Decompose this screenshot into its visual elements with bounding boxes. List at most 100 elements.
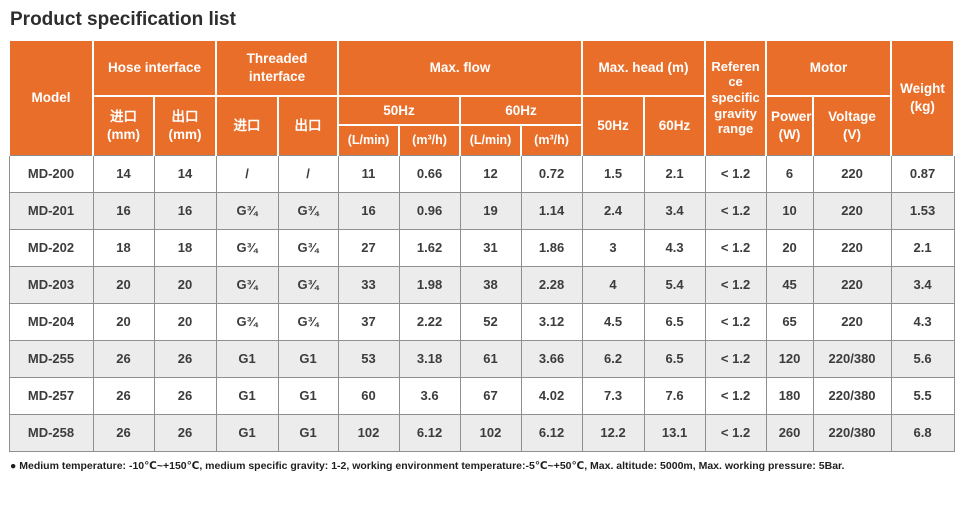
cell-thread-in: G¾ — [215, 265, 279, 304]
cell-hose-out: 26 — [153, 413, 217, 452]
cell-weight: 1.53 — [890, 191, 955, 230]
footnote: ● Medium temperature: -10℃~+150℃, medium… — [10, 459, 845, 472]
cell-hose-in: 26 — [92, 376, 155, 415]
cell-weight: 2.1 — [890, 228, 955, 267]
cell-gravity: < 1.2 — [704, 265, 767, 304]
cell-flow50-lmin: 16 — [337, 191, 400, 230]
cell-flow50-m3h: 2.22 — [398, 302, 461, 341]
cell-voltage: 220 — [812, 228, 892, 267]
cell-thread-out: G1 — [277, 376, 339, 415]
cell-model: MD-202 — [8, 228, 94, 267]
col-flow60-m3h: (m³/h) — [520, 124, 584, 156]
cell-gravity: < 1.2 — [704, 339, 767, 378]
cell-hose-out: 20 — [153, 302, 217, 341]
col-motor: Motor — [765, 39, 893, 97]
cell-flow60-lmin: 19 — [459, 191, 522, 230]
cell-thread-in: G¾ — [215, 228, 279, 267]
cell-hose-in: 20 — [92, 265, 155, 304]
col-head-60hz: 60Hz — [643, 95, 707, 156]
cell-gravity: < 1.2 — [704, 228, 767, 267]
cell-hose-in: 16 — [92, 191, 155, 230]
table-row: MD-204 20 20 G¾ G¾ 37 2.22 52 3.12 4.5 6… — [8, 302, 955, 341]
cell-voltage: 220 — [812, 265, 892, 304]
cell-weight: 4.3 — [890, 302, 955, 341]
col-weight: Weight (kg) — [890, 39, 956, 156]
cell-head60: 5.4 — [643, 265, 706, 304]
cell-hose-out: 26 — [153, 376, 217, 415]
page-title: Product specification list — [10, 9, 236, 30]
cell-flow60-m3h: 4.02 — [520, 376, 583, 415]
cell-model: MD-255 — [8, 339, 94, 378]
cell-head50: 1.5 — [581, 154, 645, 193]
cell-power: 20 — [765, 228, 814, 267]
cell-head60: 2.1 — [643, 154, 706, 193]
cell-gravity: < 1.2 — [704, 191, 767, 230]
cell-hose-in: 14 — [92, 154, 155, 193]
cell-weight: 5.5 — [890, 376, 955, 415]
col-ref-gravity: Reference specific gravity range — [704, 39, 768, 156]
cell-flow60-lmin: 12 — [459, 154, 522, 193]
cell-weight: 0.87 — [890, 154, 955, 193]
table-row: MD-200 14 14 / / 11 0.66 12 0.72 1.5 2.1… — [8, 154, 955, 193]
col-flow60-lmin: (L/min) — [459, 124, 523, 156]
cell-thread-in: G¾ — [215, 191, 279, 230]
cell-weight: 5.6 — [890, 339, 955, 378]
cell-voltage: 220 — [812, 302, 892, 341]
cell-head60: 6.5 — [643, 302, 706, 341]
cell-flow50-m3h: 6.12 — [398, 413, 461, 452]
col-flow50-m3h: (m³/h) — [398, 124, 462, 156]
cell-hose-in: 26 — [92, 339, 155, 378]
cell-flow60-m3h: 3.66 — [520, 339, 583, 378]
col-hose-interface: Hose interface — [91, 39, 218, 97]
cell-voltage: 220/380 — [812, 413, 892, 452]
col-head-50hz: 50Hz — [581, 95, 646, 156]
cell-model: MD-258 — [8, 413, 94, 452]
cell-head50: 2.4 — [581, 191, 645, 230]
cell-flow50-m3h: 0.96 — [398, 191, 461, 230]
table-header: Model Hose interface Threaded interface … — [8, 39, 956, 156]
cell-power: 6 — [765, 154, 814, 193]
cell-hose-out: 20 — [153, 265, 217, 304]
cell-flow50-lmin: 33 — [337, 265, 400, 304]
cell-gravity: < 1.2 — [704, 302, 767, 341]
col-threaded-interface: Threaded interface — [215, 39, 340, 97]
col-hose-inlet: 进口 (mm) — [92, 95, 155, 156]
cell-weight: 3.4 — [890, 265, 955, 304]
cell-flow50-m3h: 0.66 — [398, 154, 461, 193]
cell-hose-in: 18 — [92, 228, 155, 267]
cell-thread-out: / — [277, 154, 339, 193]
cell-gravity: < 1.2 — [704, 376, 767, 415]
cell-flow60-lmin: 67 — [459, 376, 522, 415]
cell-hose-out: 16 — [153, 191, 217, 230]
cell-flow50-m3h: 1.98 — [398, 265, 461, 304]
col-flow50-lmin: (L/min) — [337, 124, 401, 156]
cell-model: MD-203 — [8, 265, 94, 304]
cell-power: 45 — [765, 265, 814, 304]
cell-flow50-m3h: 3.18 — [398, 339, 461, 378]
cell-model: MD-201 — [8, 191, 94, 230]
cell-head50: 6.2 — [581, 339, 645, 378]
col-power: Power (W) — [765, 95, 815, 156]
col-flow-60hz: 60Hz — [459, 95, 584, 126]
cell-thread-in: G1 — [215, 376, 279, 415]
cell-flow50-lmin: 60 — [337, 376, 400, 415]
cell-flow60-lmin: 31 — [459, 228, 522, 267]
cell-flow60-m3h: 2.28 — [520, 265, 583, 304]
cell-power: 65 — [765, 302, 814, 341]
cell-thread-out: G1 — [277, 339, 339, 378]
cell-hose-out: 18 — [153, 228, 217, 267]
cell-power: 120 — [765, 339, 814, 378]
cell-hose-in: 26 — [92, 413, 155, 452]
spec-table: Model Hose interface Threaded interface … — [8, 39, 956, 452]
cell-model: MD-257 — [8, 376, 94, 415]
cell-flow60-lmin: 61 — [459, 339, 522, 378]
cell-head60: 13.1 — [643, 413, 706, 452]
cell-head50: 4.5 — [581, 302, 645, 341]
cell-head60: 3.4 — [643, 191, 706, 230]
cell-gravity: < 1.2 — [704, 413, 767, 452]
cell-model: MD-200 — [8, 154, 94, 193]
cell-flow60-m3h: 3.12 — [520, 302, 583, 341]
cell-flow50-lmin: 102 — [337, 413, 400, 452]
table-row: MD-203 20 20 G¾ G¾ 33 1.98 38 2.28 4 5.4… — [8, 265, 955, 304]
cell-thread-out: G1 — [277, 413, 339, 452]
